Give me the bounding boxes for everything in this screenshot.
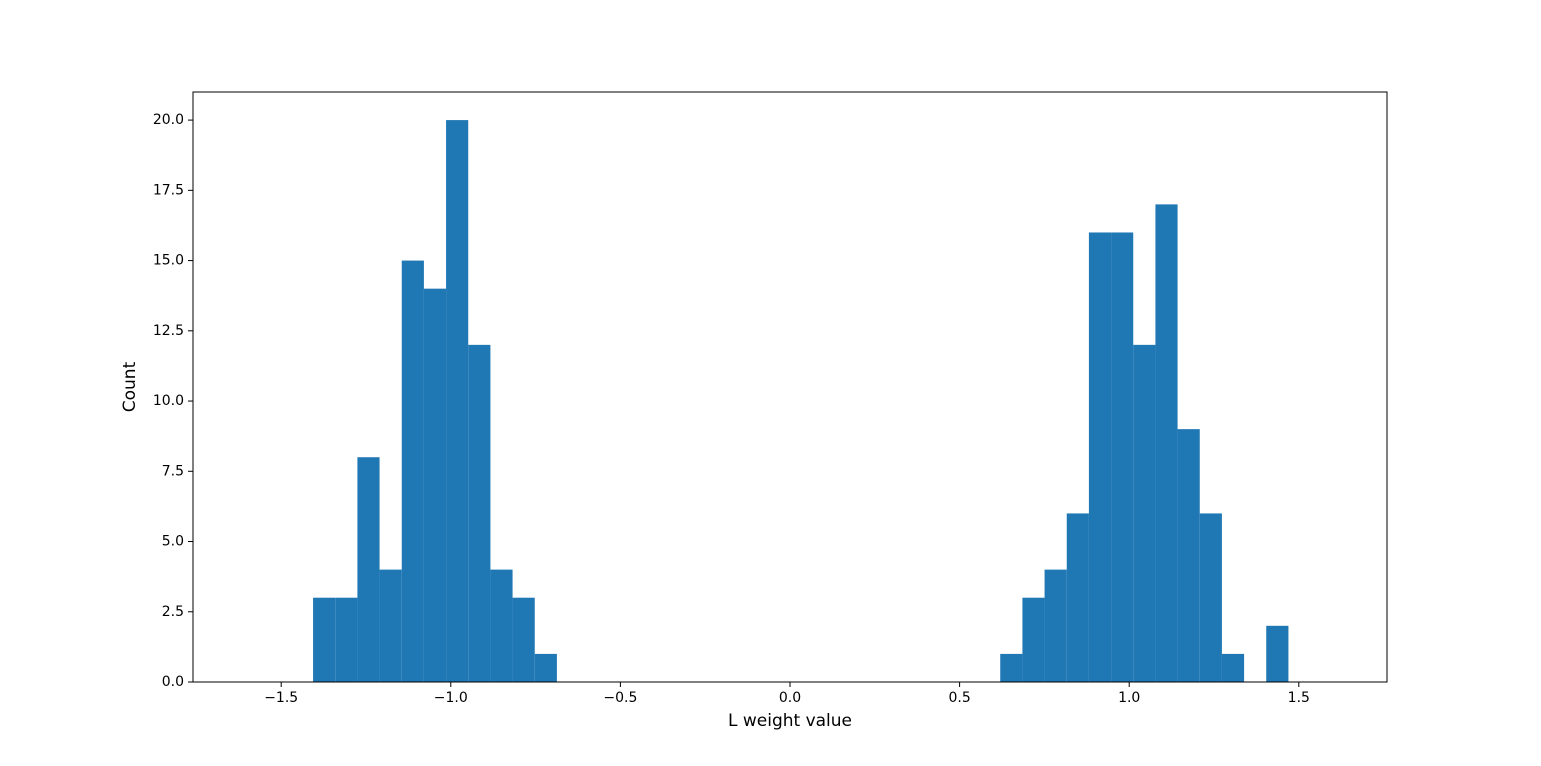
y-tick-label: 20.0: [153, 112, 184, 128]
y-tick-label: 10.0: [153, 393, 184, 409]
y-tick-label: 0.0: [162, 674, 184, 690]
bar: [357, 457, 380, 682]
y-tick-label: 5.0: [162, 534, 184, 550]
y-tick-label: 7.5: [162, 463, 184, 479]
x-tick-label: −0.5: [603, 690, 637, 706]
bar: [534, 653, 557, 682]
bar: [1111, 232, 1134, 682]
bar: [423, 288, 447, 682]
bar: [1177, 429, 1200, 682]
bar: [1000, 653, 1023, 682]
x-axis-label: L weight value: [728, 711, 852, 731]
y-tick-label: 12.5: [153, 323, 184, 339]
bar: [490, 569, 513, 682]
bar: [1155, 204, 1178, 682]
bar: [1266, 625, 1289, 682]
bar: [335, 597, 358, 682]
bar: [1221, 653, 1245, 682]
x-tick-label: 0.0: [779, 690, 801, 706]
bar: [1199, 513, 1222, 682]
x-tick-label: 0.5: [948, 690, 970, 706]
bar: [1044, 569, 1067, 682]
bar: [446, 120, 469, 683]
bar: [379, 569, 402, 682]
bar: [468, 344, 491, 682]
x-tick-label: −1.5: [264, 690, 298, 706]
bar: [401, 260, 424, 682]
y-tick-label: 2.5: [162, 604, 184, 620]
bar: [1088, 232, 1112, 682]
y-tick-label: 17.5: [153, 182, 184, 198]
bar: [1133, 344, 1156, 682]
y-tick-label: 15.0: [153, 253, 184, 269]
bar: [512, 597, 535, 682]
bar: [1066, 513, 1089, 682]
bar: [313, 597, 336, 682]
x-tick-label: −1.0: [434, 690, 468, 706]
x-tick-label: 1.5: [1288, 690, 1310, 706]
y-axis-label: Count: [120, 361, 140, 412]
bar: [1022, 597, 1045, 682]
x-tick-label: 1.0: [1118, 690, 1140, 706]
